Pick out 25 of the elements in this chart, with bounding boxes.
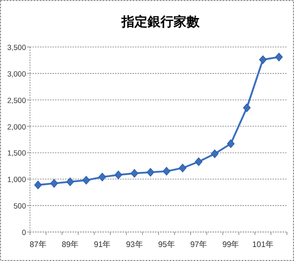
point [194,157,202,166]
x-tick-label: 93年 [126,240,143,249]
point [259,55,267,64]
x-tick-label: 101年 [252,240,274,249]
point [275,52,283,62]
x-tick-label: 97年 [190,240,208,249]
x-tick-label: 99年 [222,240,240,249]
x-tick-label: 87年 [30,240,46,249]
point [50,179,58,188]
x-tick-label: 95年 [158,240,175,249]
point [162,166,170,176]
point [226,139,235,148]
x-tick-label: 89年 [62,240,79,249]
point [178,164,186,172]
point [130,169,138,178]
point [210,149,219,158]
x-tick-label: 91年 [94,240,111,249]
chart-title: 指定銀行家數 [120,14,200,29]
point [66,177,74,186]
point [243,103,251,112]
point [34,180,42,190]
point [146,168,154,177]
point [114,170,122,180]
point [98,172,106,182]
point [82,176,90,184]
